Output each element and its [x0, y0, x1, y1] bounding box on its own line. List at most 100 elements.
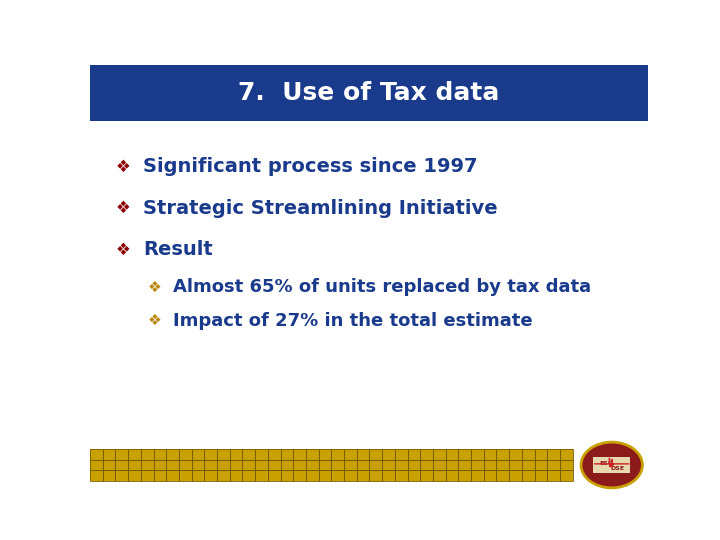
Bar	[319, 460, 331, 470]
Circle shape	[581, 442, 642, 488]
Bar	[522, 460, 534, 470]
Bar	[115, 449, 128, 460]
Bar	[484, 460, 497, 470]
Bar	[230, 470, 243, 481]
Bar	[408, 470, 420, 481]
Bar	[471, 470, 484, 481]
Bar	[331, 460, 344, 470]
Bar	[217, 470, 230, 481]
Text: 7.  Use of Tax data: 7. Use of Tax data	[238, 81, 500, 105]
Bar	[141, 470, 153, 481]
Bar	[509, 460, 522, 470]
Bar	[90, 470, 103, 481]
Bar	[115, 460, 128, 470]
Bar	[356, 449, 369, 460]
Bar	[395, 460, 408, 470]
Bar	[153, 460, 166, 470]
Bar	[115, 470, 128, 481]
Bar	[293, 449, 306, 460]
Bar	[306, 460, 319, 470]
Bar	[192, 470, 204, 481]
Text: Impact of 27% in the total estimate: Impact of 27% in the total estimate	[173, 312, 532, 329]
Text: Strategic Streamlining Initiative: Strategic Streamlining Initiative	[143, 199, 498, 218]
Bar	[534, 460, 547, 470]
Bar	[281, 449, 293, 460]
Bar	[90, 449, 103, 460]
Bar	[446, 449, 459, 460]
Bar	[408, 460, 420, 470]
Bar	[446, 460, 459, 470]
Bar	[420, 449, 433, 460]
Bar	[255, 449, 268, 460]
Bar	[103, 470, 115, 481]
Bar	[369, 460, 382, 470]
Bar	[293, 470, 306, 481]
Bar	[331, 470, 344, 481]
Bar	[281, 460, 293, 470]
Bar	[356, 470, 369, 481]
Bar	[255, 470, 268, 481]
Bar	[459, 460, 471, 470]
Text: ❖: ❖	[148, 313, 161, 328]
Bar	[509, 470, 522, 481]
Bar	[382, 470, 395, 481]
Bar	[560, 460, 572, 470]
Bar	[268, 449, 281, 460]
Bar	[128, 470, 141, 481]
Bar	[179, 460, 192, 470]
Bar	[306, 470, 319, 481]
Bar	[153, 470, 166, 481]
Bar	[230, 460, 243, 470]
Bar	[497, 460, 509, 470]
Bar	[243, 449, 255, 460]
Bar	[484, 470, 497, 481]
Text: ❖: ❖	[116, 199, 131, 217]
Text: ❖: ❖	[148, 280, 161, 295]
Bar	[153, 449, 166, 460]
Bar	[547, 449, 560, 460]
Bar	[319, 449, 331, 460]
Bar	[484, 449, 497, 460]
Bar	[382, 460, 395, 470]
Bar	[306, 449, 319, 460]
Text: ESO: ESO	[599, 461, 613, 467]
Bar	[534, 449, 547, 460]
Bar	[433, 449, 446, 460]
Bar	[395, 449, 408, 460]
Bar	[560, 470, 572, 481]
Bar	[420, 470, 433, 481]
Bar	[534, 470, 547, 481]
Bar	[497, 470, 509, 481]
Bar	[217, 449, 230, 460]
Text: ❖: ❖	[116, 241, 131, 259]
Bar	[90, 460, 103, 470]
Bar	[243, 470, 255, 481]
Bar	[255, 460, 268, 470]
Bar	[331, 449, 344, 460]
Bar	[166, 460, 179, 470]
Text: Almost 65% of units replaced by tax data: Almost 65% of units replaced by tax data	[173, 278, 590, 296]
Text: Result: Result	[143, 240, 213, 259]
Bar	[344, 449, 356, 460]
Bar	[268, 470, 281, 481]
Bar	[281, 470, 293, 481]
Bar	[497, 449, 509, 460]
Bar	[128, 460, 141, 470]
Bar	[179, 449, 192, 460]
Bar	[204, 460, 217, 470]
Bar	[166, 470, 179, 481]
Bar	[293, 460, 306, 470]
Bar	[471, 449, 484, 460]
Bar	[192, 460, 204, 470]
FancyBboxPatch shape	[593, 457, 630, 473]
Bar	[204, 449, 217, 460]
Bar	[382, 449, 395, 460]
Bar	[459, 470, 471, 481]
Bar	[420, 460, 433, 470]
Bar	[433, 470, 446, 481]
Bar	[547, 470, 560, 481]
Bar	[103, 449, 115, 460]
Bar	[369, 449, 382, 460]
Bar	[166, 449, 179, 460]
Text: Significant process since 1997: Significant process since 1997	[143, 157, 477, 176]
